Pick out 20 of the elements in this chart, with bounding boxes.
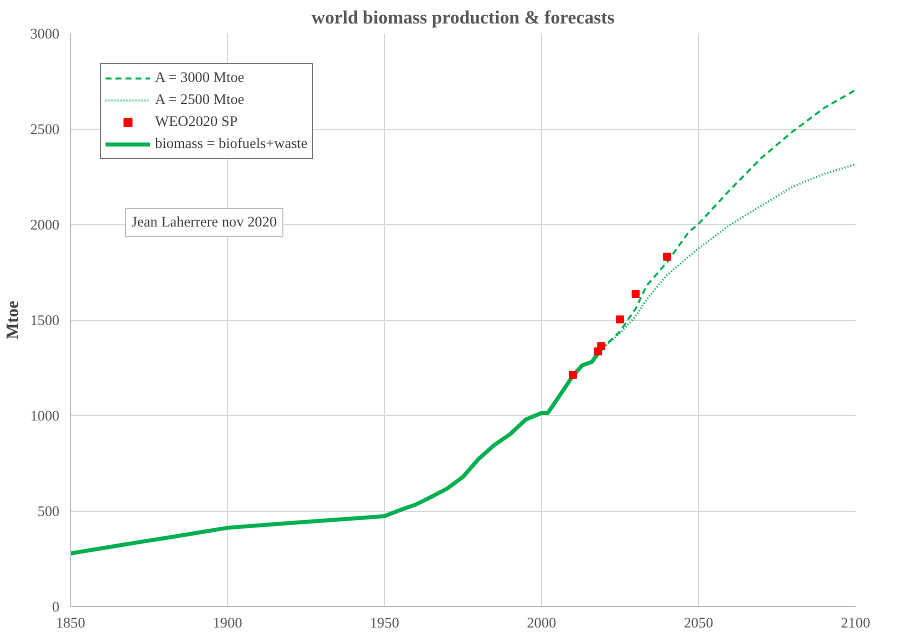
legend-label: A = 2500 Mtoe [155, 91, 244, 109]
chart-title: world biomass production & forecasts [312, 8, 614, 28]
legend-label: A = 3000 Mtoe [155, 69, 244, 87]
y-tick-label: 2500 [30, 122, 60, 138]
x-tick-label: 2050 [684, 616, 714, 632]
y-tick-label: 500 [38, 504, 60, 520]
x-tick-label: 2100 [840, 616, 870, 632]
x-tick-label: 1950 [370, 616, 400, 632]
y-tick-label: 1500 [30, 313, 60, 329]
annotation: Jean Laherrere nov 2020 [132, 214, 277, 230]
y-tick-label: 3000 [30, 26, 60, 42]
x-tick-label: 2000 [526, 616, 556, 632]
x-tick-label: 1850 [56, 616, 86, 632]
y-tick-label: 0 [52, 600, 60, 616]
y-axis-title: Mtoe [3, 300, 22, 340]
legend-label: WEO2020 SP [155, 113, 238, 131]
y-tick-label: 1000 [30, 408, 60, 424]
x-tick-label: 1900 [212, 616, 242, 632]
legend-label: biomass = biofuels+waste [155, 135, 308, 153]
y-tick-label: 2000 [30, 218, 60, 234]
